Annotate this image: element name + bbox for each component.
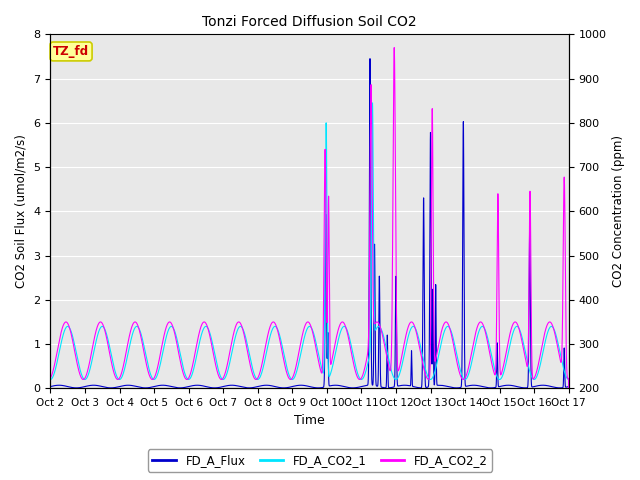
Legend: FD_A_Flux, FD_A_CO2_1, FD_A_CO2_2: FD_A_Flux, FD_A_CO2_1, FD_A_CO2_2 [148, 449, 492, 472]
Text: TZ_fd: TZ_fd [53, 45, 89, 58]
X-axis label: Time: Time [294, 414, 325, 427]
Y-axis label: CO2 Concentration (ppm): CO2 Concentration (ppm) [612, 135, 625, 288]
Title: Tonzi Forced Diffusion Soil CO2: Tonzi Forced Diffusion Soil CO2 [202, 15, 417, 29]
Y-axis label: CO2 Soil Flux (umol/m2/s): CO2 Soil Flux (umol/m2/s) [15, 134, 28, 288]
